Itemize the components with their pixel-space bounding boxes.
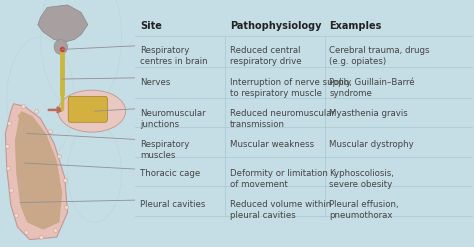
Ellipse shape [54, 40, 67, 54]
Text: Thoracic cage: Thoracic cage [140, 169, 200, 178]
Text: Deformity or limitation
of movement: Deformity or limitation of movement [230, 169, 328, 189]
Text: Muscular dystrophy: Muscular dystrophy [329, 140, 414, 148]
Text: Pathophysiology: Pathophysiology [230, 21, 321, 31]
Text: Nerves: Nerves [140, 78, 170, 87]
Text: Myasthenia gravis: Myasthenia gravis [329, 109, 408, 118]
Text: Polio, Guillain–Barré
syndrome: Polio, Guillain–Barré syndrome [329, 78, 415, 98]
Text: Examples: Examples [329, 21, 382, 31]
Text: Pleural cavities: Pleural cavities [140, 200, 205, 209]
Text: Respiratory
muscles: Respiratory muscles [140, 140, 189, 160]
Text: Site: Site [140, 21, 162, 31]
Polygon shape [5, 104, 67, 240]
Text: Reduced volume within
pleural cavities: Reduced volume within pleural cavities [230, 200, 331, 220]
FancyBboxPatch shape [68, 96, 108, 122]
Text: Respiratory
centres in brain: Respiratory centres in brain [140, 46, 208, 66]
Text: Interruption of nerve supply
to respiratory muscle: Interruption of nerve supply to respirat… [230, 78, 351, 98]
Ellipse shape [58, 90, 126, 132]
Text: Kyphoscoliosis,
severe obesity: Kyphoscoliosis, severe obesity [329, 169, 394, 189]
Text: Muscular weakness: Muscular weakness [230, 140, 314, 148]
Text: Cerebral trauma, drugs
(e.g. opiates): Cerebral trauma, drugs (e.g. opiates) [329, 46, 430, 66]
Text: Reduced central
respiratory drive: Reduced central respiratory drive [230, 46, 301, 66]
Text: Reduced neuromuscular
transmission: Reduced neuromuscular transmission [230, 109, 335, 129]
Polygon shape [15, 111, 62, 230]
Polygon shape [38, 5, 88, 42]
Text: Pleural effusion,
pneumothorax: Pleural effusion, pneumothorax [329, 200, 399, 220]
Text: Neuromuscular
junctions: Neuromuscular junctions [140, 109, 205, 129]
